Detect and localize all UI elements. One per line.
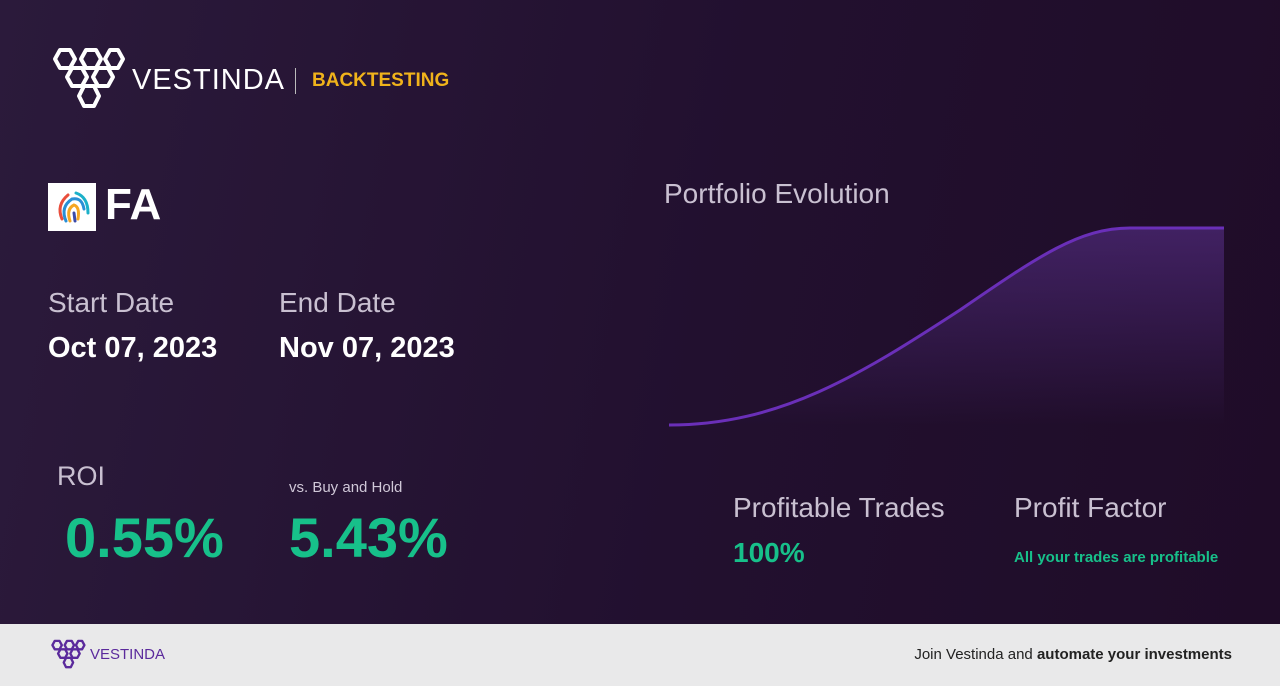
cta-bold: automate your investments (1036, 646, 1232, 663)
chart-title: Portfolio Evolution (664, 178, 890, 209)
footer: VESTINDA Join Vestinda and automate your… (0, 624, 1280, 686)
asset-icon (48, 183, 96, 231)
card: VESTINDA BACKTESTING FA Start Date Oct 0… (0, 0, 1280, 624)
roi-value: 0.55% (65, 506, 224, 569)
footer-cta: Join Vestinda and automate your investme… (914, 646, 1232, 663)
trades-label: Profitable Trades (733, 492, 945, 523)
cta-text: Join Vestinda and (914, 646, 1033, 663)
start-label: Start Date (48, 287, 175, 318)
compare-value: 5.43% (289, 506, 448, 569)
roi-label: ROI (57, 461, 106, 491)
divider (295, 68, 296, 94)
line (668, 226, 1224, 427)
footer-logo (51, 639, 86, 669)
trades-value: 100% (733, 537, 805, 568)
brand: VESTINDA (132, 64, 286, 96)
asset-symbol: FA (105, 180, 162, 229)
end-date: Nov 07, 2023 (279, 332, 455, 364)
start-date: Oct 07, 2023 (48, 332, 218, 364)
area (669, 228, 1224, 425)
compare-label: vs. Buy and Hold (289, 479, 403, 496)
footer-brand: VESTINDA (90, 646, 166, 663)
factor-value: All your trades are profitable (1014, 549, 1219, 566)
logo (53, 48, 125, 108)
factor-label: Profit Factor (1014, 492, 1167, 523)
end-label: End Date (279, 287, 396, 318)
portfolio-chart (668, 226, 1224, 427)
section-label: BACKTESTING (312, 70, 450, 91)
